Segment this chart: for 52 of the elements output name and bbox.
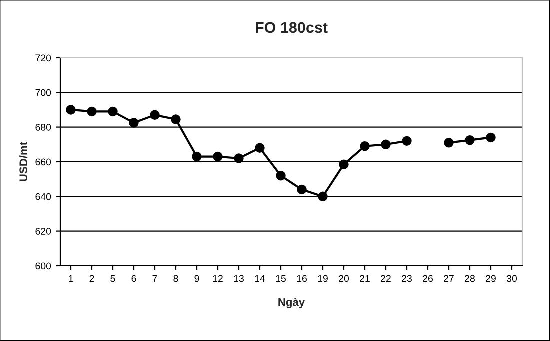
x-tick-label: 26 (423, 275, 433, 282)
y-tick-label: 700 (36, 89, 52, 96)
x-tick-label: 9 (194, 275, 200, 282)
x-tick-label: 20 (339, 275, 350, 282)
x-tick-label: 13 (234, 275, 244, 282)
x-tick-label: 19 (318, 275, 328, 282)
x-tick-label: 21 (360, 275, 370, 282)
x-tick-label: 29 (486, 275, 496, 282)
y-tick-label: 600 (36, 262, 52, 270)
point (87, 106, 97, 117)
y-tick-label: 640 (36, 193, 52, 200)
point (486, 132, 496, 143)
x-tick-label: 15 (276, 275, 286, 282)
point (66, 105, 76, 115)
x-axis-title: Ngày (278, 298, 306, 308)
y-tick-label: 720 (36, 54, 52, 62)
x-tick-label: 2 (90, 275, 94, 282)
x-tick-label: 1 (69, 275, 74, 282)
point (171, 114, 181, 124)
point (213, 152, 223, 162)
point (402, 136, 412, 146)
point (297, 184, 307, 195)
x-tick-label: 6 (132, 275, 136, 282)
x-tick-label: 22 (381, 275, 391, 282)
x-tick-label: 23 (402, 275, 412, 282)
chart-title: FO 180cst (256, 22, 328, 34)
x-tick-label: 7 (152, 275, 158, 282)
y-tick-label: 620 (36, 228, 52, 235)
point (108, 106, 118, 117)
y-axis-title: USD/mt (19, 142, 28, 182)
x-tick-label: 28 (465, 275, 475, 282)
y-tick-label: 680 (36, 124, 52, 131)
point (444, 138, 454, 148)
x-tick-label: 27 (444, 275, 454, 282)
x-tick-label: 16 (297, 275, 307, 282)
x-tick-label: 12 (213, 275, 223, 282)
x-tick-label: 5 (110, 275, 116, 282)
point (381, 140, 391, 150)
point (192, 152, 202, 162)
point (360, 142, 370, 152)
x-tick-label: 14 (255, 275, 266, 282)
point (465, 135, 475, 146)
y-tick-label: 660 (36, 158, 52, 166)
point (276, 170, 286, 181)
point (318, 192, 328, 202)
x-tick-label: 30 (506, 275, 518, 282)
point (255, 143, 265, 153)
point (129, 118, 139, 128)
x-tick-label: 8 (174, 275, 178, 282)
point (234, 154, 244, 164)
point (339, 160, 349, 170)
point (150, 110, 160, 120)
